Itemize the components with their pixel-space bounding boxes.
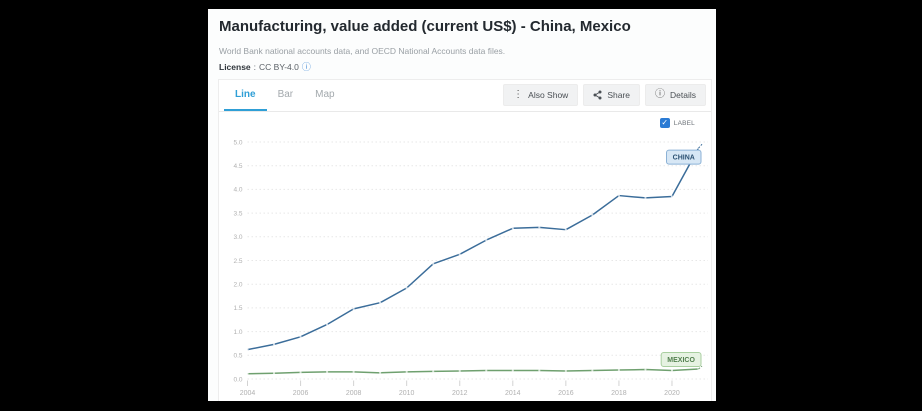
data-point-marker xyxy=(538,226,541,229)
y-tick-label: 3.0 xyxy=(233,234,242,241)
details-label: Details xyxy=(670,90,696,100)
data-point-marker xyxy=(644,196,647,200)
also-show-button[interactable]: ⋮ Also Show xyxy=(503,84,579,106)
x-tick-label: 2008 xyxy=(346,390,362,397)
label-leader-line xyxy=(698,143,703,149)
mexico-line[interactable] xyxy=(247,368,699,375)
license-line: License: CC BY-4.0 ⓘ xyxy=(219,62,704,72)
data-point-marker xyxy=(670,369,674,372)
y-tick-label: 1.0 xyxy=(233,329,242,336)
data-point-marker xyxy=(379,301,382,304)
share-icon xyxy=(593,90,602,100)
data-point-marker xyxy=(511,227,514,230)
source-subtitle: World Bank national accounts data, and O… xyxy=(219,46,506,56)
label-leader-line xyxy=(698,365,703,370)
data-point-marker xyxy=(670,195,674,198)
data-point-marker xyxy=(246,348,249,351)
data-point-marker xyxy=(272,343,276,346)
license-separator: : xyxy=(253,62,257,72)
label-checkbox-text: LABEL xyxy=(673,119,695,127)
data-point-marker xyxy=(325,323,329,326)
data-point-marker xyxy=(352,307,355,310)
y-tick-label: 0.0 xyxy=(233,376,242,383)
x-tick-label: 2012 xyxy=(452,390,468,397)
data-point-marker xyxy=(591,213,594,217)
license-info-icon[interactable]: ⓘ xyxy=(301,61,311,72)
card-header: Manufacturing, value added (current US$)… xyxy=(208,9,716,72)
data-point-marker xyxy=(511,369,514,372)
x-tick-label: 2014 xyxy=(505,390,521,397)
data-point-marker xyxy=(485,369,488,372)
y-tick-label: 4.0 xyxy=(233,187,242,194)
data-point-marker xyxy=(325,370,329,373)
data-point-marker xyxy=(617,368,621,372)
chart-area: ✓ LABEL 0.0 0.5 1.0 1.5 2.0 2.5 3.0 3.5 4.0 4.5 5.… xyxy=(219,112,711,401)
tab-bar-chart[interactable]: Bar xyxy=(277,89,294,100)
china-line[interactable] xyxy=(247,147,700,351)
x-tick-label: 2010 xyxy=(399,390,415,397)
license-label: License xyxy=(219,62,251,72)
tab-bar: Line Bar Map ⋮ Also Show xyxy=(219,80,711,112)
data-point-marker xyxy=(564,369,567,373)
data-point-marker xyxy=(405,286,408,290)
x-tick-label: 2016 xyxy=(558,390,574,397)
data-point-marker xyxy=(432,370,435,373)
china-label-box xyxy=(666,149,702,165)
x-tick-label: 2018 xyxy=(611,390,627,397)
indicator-card: Manufacturing, value added (current US$)… xyxy=(208,9,716,401)
mexico-label-box xyxy=(660,352,702,368)
info-icon: ⓘ xyxy=(655,89,666,100)
line-chart-plot[interactable]: 0.0 0.5 1.0 1.5 2.0 2.5 3.0 3.5 4.0 4.5 5.0 2004 200… xyxy=(219,112,711,401)
y-tick-label: 5.0 xyxy=(233,139,242,146)
tab-line[interactable]: Line xyxy=(224,80,267,111)
data-point-marker xyxy=(591,369,594,372)
data-point-marker xyxy=(272,372,276,375)
x-tick-label: 2004 xyxy=(240,390,256,397)
data-point-marker xyxy=(485,239,488,242)
data-point-marker xyxy=(644,368,647,371)
y-tick-label: 0.5 xyxy=(233,353,242,360)
data-point-marker xyxy=(564,228,567,231)
checkbox-check-icon: ✓ xyxy=(659,118,670,128)
label-checkbox[interactable]: ✓ LABEL xyxy=(659,118,695,128)
x-tick-label: 2020 xyxy=(664,390,680,397)
toolbar-actions: ⋮ Also Show Share xyxy=(503,84,706,106)
data-point-marker xyxy=(458,253,461,256)
data-point-marker xyxy=(246,372,249,375)
tab-map[interactable]: Map xyxy=(315,89,335,100)
y-tick-label: 2.0 xyxy=(233,282,242,289)
license-value: CC BY-4.0 xyxy=(259,62,299,72)
data-point-marker xyxy=(617,194,621,197)
chart-panel: Line Bar Map ⋮ Also Show xyxy=(218,79,712,401)
y-tick-label: 3.5 xyxy=(233,210,242,217)
y-tick-label: 1.5 xyxy=(233,305,242,312)
china-label: CHINA xyxy=(673,155,695,162)
page-title: Manufacturing, value added (current US$)… xyxy=(219,18,631,35)
share-button[interactable]: Share xyxy=(583,84,641,106)
y-tick-label: 2.5 xyxy=(233,258,242,265)
mexico-label: MEXICO xyxy=(667,357,695,364)
data-point-marker xyxy=(458,369,461,373)
also-show-label: Also Show xyxy=(528,90,569,100)
kebab-icon: ⋮ xyxy=(513,89,524,100)
y-tick-label: 4.5 xyxy=(233,163,242,170)
share-label: Share xyxy=(607,90,631,100)
data-point-marker xyxy=(299,335,302,338)
data-point-marker xyxy=(538,369,541,372)
data-point-marker xyxy=(299,371,302,374)
data-point-marker xyxy=(352,370,355,373)
x-tick-label: 2006 xyxy=(293,390,309,397)
details-button[interactable]: ⓘ Details xyxy=(645,84,706,106)
data-point-marker xyxy=(432,262,435,265)
data-point-marker xyxy=(405,370,408,373)
data-point-marker xyxy=(379,371,382,374)
